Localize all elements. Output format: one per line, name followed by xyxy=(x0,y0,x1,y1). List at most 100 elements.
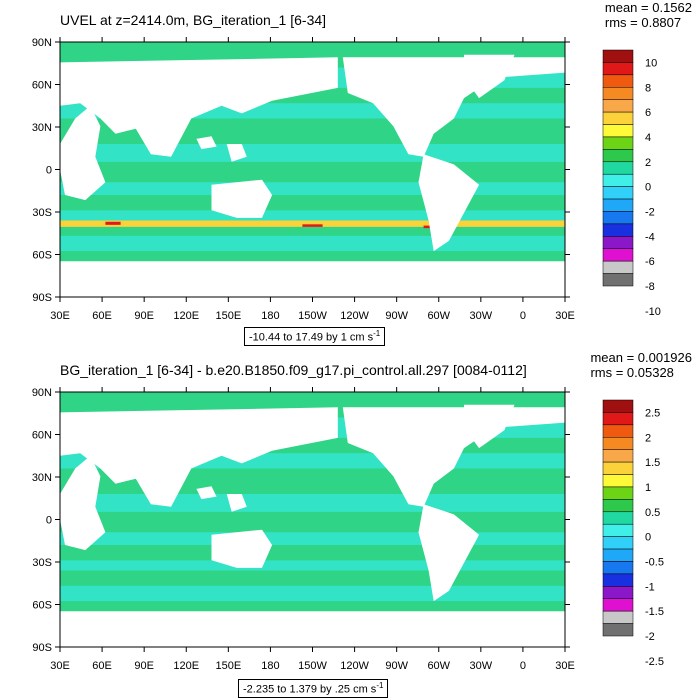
colorbar-label: 6 xyxy=(645,107,651,119)
lat-label: 30S xyxy=(32,557,52,569)
colorbar-swatch xyxy=(602,136,634,150)
colorbar-swatch xyxy=(602,149,634,163)
lon-label: 60E xyxy=(92,660,112,672)
lon-label: 60W xyxy=(427,660,450,672)
colorbar-swatch xyxy=(602,437,634,450)
lat-label: 60S xyxy=(32,250,52,262)
landmass xyxy=(226,144,247,162)
lon-label: 30W xyxy=(470,660,493,672)
map-plot: 90N 60N 30N 0 30S 60S 90S 30E 60E 90E 120E 150E 180 1… xyxy=(32,387,664,672)
colorbar-swatch xyxy=(602,523,634,537)
lon-label: 150E xyxy=(215,310,241,322)
lon-label: 120E xyxy=(173,660,199,672)
range-label: -2.235 to 1.379 by .25 cm s-1 xyxy=(238,679,389,698)
colorbar-swatch xyxy=(602,461,634,475)
range-text: -10.44 to 17.49 by 1 cm s xyxy=(249,331,374,344)
colorbar-swatch xyxy=(602,561,634,575)
lat-label: 0 xyxy=(46,165,52,177)
lat-label: 0 xyxy=(46,515,52,527)
colorbar-swatch xyxy=(602,548,634,562)
colorbar-label: 8 xyxy=(645,82,651,94)
colorbar-swatch xyxy=(602,623,634,637)
lon-label: 30E xyxy=(555,310,575,322)
lon-label: 30E xyxy=(50,660,70,672)
ocean-band xyxy=(60,144,565,162)
landmass xyxy=(60,105,106,201)
ocean-band xyxy=(60,532,565,545)
colorbar-label: -1.5 xyxy=(645,606,664,618)
colorbar-label: -1 xyxy=(645,581,655,593)
lon-label: 120W xyxy=(340,660,369,672)
lat-label: 90N xyxy=(32,37,52,49)
colorbar-swatch xyxy=(602,511,634,525)
colorbar-swatch xyxy=(602,598,634,612)
lon-label: 180 xyxy=(261,310,279,322)
lon-label: 150E xyxy=(215,660,241,672)
colorbar-swatch xyxy=(602,610,634,624)
colorbar-label: -6 xyxy=(645,256,655,268)
lon-label: 150W xyxy=(298,310,327,322)
panel-title: UVEL at z=2414.0m, BG_iteration_1 [6-34] xyxy=(60,12,327,28)
lon-label: 30W xyxy=(470,310,493,322)
lat-label: 30N xyxy=(32,122,52,134)
landmass xyxy=(342,57,565,157)
colorbar-label: 1 xyxy=(645,482,651,494)
colorbar-label: 4 xyxy=(645,132,651,144)
lat-label: 60S xyxy=(32,600,52,612)
map-plot: 90N 60N 30N 0 30S 60S 90S 30E 60E 90E 120E 150E 180 1… xyxy=(32,37,661,322)
lon-label: 120E xyxy=(173,310,199,322)
landmass xyxy=(211,179,273,218)
stats-block: mean = 0.001926 rms = 0.05328 xyxy=(590,350,692,380)
colorbar-label: -4 xyxy=(645,231,655,243)
colorbar-swatch xyxy=(602,87,634,100)
mean-value: mean = 0.001926 xyxy=(590,350,692,365)
landmass xyxy=(418,504,480,602)
colorbar-swatch xyxy=(602,186,634,200)
jet-hotspot xyxy=(302,224,323,227)
colorbar-label: 10 xyxy=(645,57,657,69)
landmass xyxy=(196,136,217,150)
colorbar-label: 1.5 xyxy=(645,457,660,469)
range-exponent: -1 xyxy=(373,329,381,338)
lon-label: 90E xyxy=(134,660,154,672)
landmass xyxy=(418,154,480,252)
colorbar-swatch xyxy=(602,486,634,500)
ocean-band xyxy=(60,182,565,195)
panel-title: BG_iteration_1 [6-34] - b.e20.B1850.f09_… xyxy=(60,362,527,378)
landmass xyxy=(60,407,338,507)
colorbar-swatch xyxy=(602,399,634,413)
lon-label: 30E xyxy=(555,660,575,672)
panel-bottom: BG_iteration_1 [6-34] - b.e20.B1850.f09_… xyxy=(0,350,700,700)
lat-label: 60N xyxy=(32,430,52,442)
colorbar-swatch xyxy=(602,211,634,225)
landmass xyxy=(211,529,273,568)
colorbar-swatch xyxy=(602,573,634,587)
ocean-band xyxy=(60,235,565,252)
colorbar-label: 0 xyxy=(645,182,651,194)
lon-label: 150W xyxy=(298,660,327,672)
rms-value: rms = 0.8807 xyxy=(604,15,682,30)
jet-band xyxy=(60,220,565,227)
landmass xyxy=(60,611,565,647)
lon-label: 0 xyxy=(520,660,526,672)
lon-label: 90W xyxy=(385,310,408,322)
landmass xyxy=(196,486,217,500)
colorbar-swatch xyxy=(602,223,634,237)
colorbar-swatch xyxy=(602,99,634,113)
lon-label: 120W xyxy=(340,310,369,322)
lat-label: 30S xyxy=(32,207,52,219)
colorbar-label: 2 xyxy=(645,157,651,169)
stats-block: mean = 0.1562 rms = 0.8807 xyxy=(605,0,692,30)
colorbar-label: -2.5 xyxy=(645,656,664,668)
ocean-band xyxy=(60,494,565,512)
landmass xyxy=(60,455,106,551)
colorbar-label: -0.5 xyxy=(645,556,664,568)
ocean-band xyxy=(60,585,565,602)
landmass xyxy=(342,407,565,507)
colorbar-swatch xyxy=(602,474,634,488)
rms-value: rms = 0.05328 xyxy=(590,365,674,380)
colorbar-label: -2 xyxy=(645,206,655,218)
colorbar-swatch xyxy=(602,74,634,88)
colorbar-swatch xyxy=(602,586,634,599)
colorbar-swatch xyxy=(602,161,634,175)
